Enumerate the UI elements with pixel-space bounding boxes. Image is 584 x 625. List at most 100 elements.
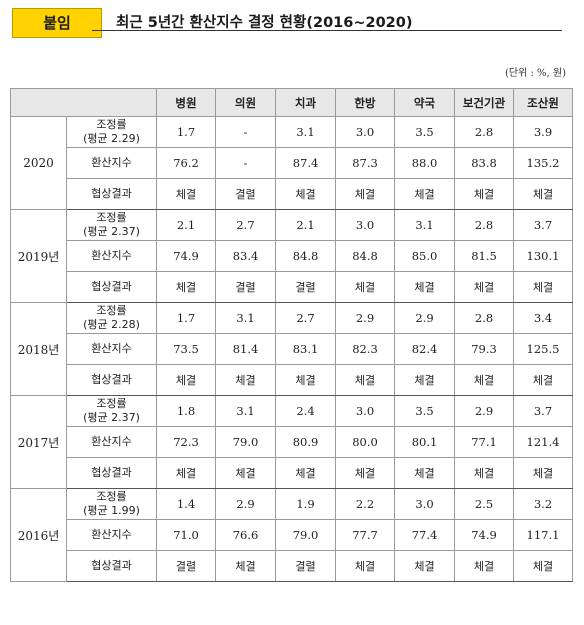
year-cell: 2018년 — [10, 302, 67, 396]
rate-cell: 3.0 — [335, 116, 395, 148]
index-cell: 87.4 — [275, 147, 336, 179]
index-cell: 82.3 — [335, 333, 395, 365]
rate-cell: 3.0 — [394, 488, 455, 520]
table-row: 환산지수 71.0 76.6 79.0 77.7 77.4 74.9 117.1 — [11, 519, 573, 551]
index-cell: - — [215, 147, 276, 179]
row-label-text: 조정률 — [96, 304, 127, 317]
row-label-text: 환산지수 — [91, 156, 132, 169]
rate-cell: 3.7 — [513, 395, 573, 427]
average-rate: (평균 2.28) — [83, 318, 140, 331]
row-label: 협상결과 — [66, 364, 157, 396]
rate-cell: 2.9 — [454, 395, 514, 427]
rate-cell: 3.1 — [215, 395, 276, 427]
result-cell: 결렬 — [215, 178, 276, 210]
col-header: 병원 — [156, 88, 216, 117]
rate-cell: 1.7 — [156, 116, 216, 148]
table-row: 2016년 조정률 (평균 1.99) 1.4 2.9 1.9 2.2 3.0 2.5 3.2 — [10, 488, 573, 582]
rate-cell: 1.9 — [275, 488, 336, 520]
rate-cell: 2.8 — [454, 302, 514, 334]
result-cell: 체결 — [394, 550, 455, 582]
table-row: 2020 조정률 (평균 2.29) 1.7-3.1 3.0 3.5 2.8 3.9 — [10, 116, 573, 210]
index-cell: 81.4 — [215, 333, 276, 365]
result-cell: 체결 — [335, 364, 395, 396]
index-cell: 80.1 — [394, 426, 455, 458]
index-cell: 76.6 — [215, 519, 276, 551]
table-row: 협상결과 결렬 체결 결렬 체결 체결 체결 체결 — [11, 550, 573, 582]
rate-cell: 1.8 — [156, 395, 216, 427]
attachment-badge: 붙임 — [12, 8, 102, 38]
result-cell: 체결 — [513, 457, 573, 489]
row-label: 환산지수 — [66, 426, 157, 458]
row-label: 조정률 (평균 2.29) — [66, 116, 157, 148]
row-label: 조정률 (평균 2.28) — [66, 302, 157, 334]
row-label: 환산지수 — [66, 240, 157, 272]
rate-cell: 3.1 — [275, 116, 336, 148]
index-cell: 83.1 — [275, 333, 336, 365]
rate-cell: 2.9 — [215, 488, 276, 520]
row-label: 환산지수 — [66, 519, 157, 551]
index-cell: 77.7 — [335, 519, 395, 551]
table-row: 환산지수 72.3 79.0 80.9 80.0 80.1 77.1 121.4 — [11, 426, 573, 458]
rate-cell: 2.7 — [275, 302, 336, 334]
row-label: 협상결과 — [66, 178, 157, 210]
row-label: 조정률 (평균 1.99) — [66, 488, 157, 520]
table-row: 협상결과 체결 체결 체결 체결 체결 체결 체결 — [11, 457, 573, 489]
result-cell: 체결 — [335, 178, 395, 210]
col-header: 조산원 — [513, 88, 573, 117]
rate-cell: 1.7 — [156, 302, 216, 334]
index-cell: 83.8 — [454, 147, 514, 179]
rate-cell: 3.4 — [513, 302, 573, 334]
index-cell: 84.8 — [335, 240, 395, 272]
row-label: 협상결과 — [66, 550, 157, 582]
rate-cell: 3.1 — [394, 209, 455, 241]
rate-cell: 2.5 — [454, 488, 514, 520]
result-cell: 체결 — [513, 364, 573, 396]
index-cell: 79.0 — [215, 426, 276, 458]
row-label: 협상결과 — [66, 271, 157, 303]
col-header: 보건기관 — [454, 88, 514, 117]
result-cell: 체결 — [156, 178, 216, 210]
index-cell: 87.3 — [335, 147, 395, 179]
index-cell: 77.4 — [394, 519, 455, 551]
row-label-text: 조정률 — [96, 397, 127, 410]
result-cell: 결렬 — [156, 550, 216, 582]
index-cell: 117.1 — [513, 519, 573, 551]
year-cell: 2019년 — [10, 209, 67, 303]
document-header: 붙임 최근 5년간 환산지수 결정 현황(2016~2020) — [12, 8, 572, 40]
result-cell: 체결 — [215, 364, 276, 396]
index-cell: 74.9 — [454, 519, 514, 551]
average-rate: (평균 2.29) — [83, 132, 140, 145]
result-cell: 결렬 — [275, 550, 336, 582]
result-cell: 체결 — [335, 457, 395, 489]
result-cell: 체결 — [454, 364, 514, 396]
result-cell: 체결 — [454, 550, 514, 582]
rate-cell: 2.8 — [454, 209, 514, 241]
row-label-text: 조정률 — [96, 211, 127, 224]
title-underline — [92, 30, 562, 31]
result-cell: 체결 — [513, 550, 573, 582]
table-row: 2018년 조정률 (평균 2.28) 1.7 3.1 2.7 2.9 2.9 2.8 3.4 — [10, 302, 573, 396]
rate-cell: 2.9 — [394, 302, 455, 334]
header-corner — [10, 88, 157, 117]
rate-cell: - — [215, 116, 276, 148]
result-cell: 체결 — [454, 271, 514, 303]
result-cell: 체결 — [275, 178, 336, 210]
row-label-text: 환산지수 — [91, 435, 132, 448]
year-cell: 2016년 — [10, 488, 67, 582]
row-label: 환산지수 — [66, 333, 157, 365]
table-row: 협상결과 체결 결렬 결렬 체결 체결 체결 체결 — [11, 271, 573, 303]
index-cell: 130.1 — [513, 240, 573, 272]
rate-cell: 3.2 — [513, 488, 573, 520]
index-cell: 77.1 — [454, 426, 514, 458]
result-cell: 체결 — [335, 550, 395, 582]
average-rate: (평균 1.99) — [83, 504, 140, 517]
year-cell: 2020 — [10, 116, 67, 210]
row-label: 환산지수 — [66, 147, 157, 179]
year-cell: 2017년 — [10, 395, 67, 489]
index-cell: 135.2 — [513, 147, 573, 179]
index-cell: 73.5 — [156, 333, 216, 365]
header-row: 병원 의원 치과 한방 약국 보건기관 조산원 — [10, 88, 573, 117]
index-cell: 84.8 — [275, 240, 336, 272]
unit-note: (단위 : %, 원) — [505, 68, 566, 79]
row-label: 조정률 (평균 2.37) — [66, 209, 157, 241]
